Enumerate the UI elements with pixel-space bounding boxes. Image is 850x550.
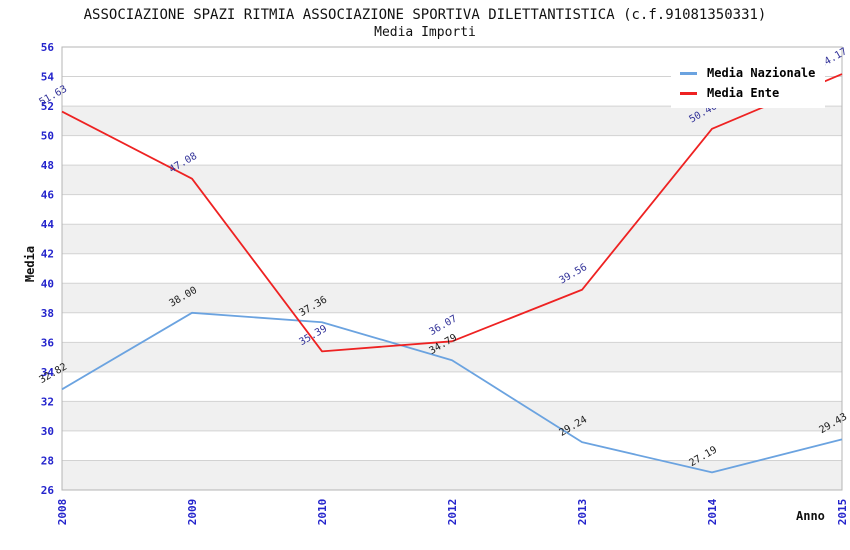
chart-title: ASSOCIAZIONE SPAZI RITMIA ASSOCIAZIONE S… [83,7,767,23]
y-axis-title: Media [23,245,37,283]
plot-band [62,283,842,313]
plot-band [62,401,842,431]
x-tick-label: 2008 [56,499,69,526]
legend-label: Media Ente [707,86,780,100]
x-tick-label: 2010 [316,499,329,526]
y-tick-label: 44 [41,218,55,231]
y-tick-label: 48 [41,159,54,172]
legend-item-0: Media Nazionale [680,63,815,83]
y-tick-label: 34 [41,366,55,379]
y-tick-label: 42 [41,248,54,261]
y-tick-label: 30 [41,425,54,438]
y-tick-label: 50 [41,130,54,143]
x-axis-title: Anno [796,509,825,523]
plot-band [62,224,842,254]
y-tick-label: 54 [41,71,55,84]
y-tick-label: 46 [41,189,55,202]
y-tick-label: 36 [41,336,55,349]
x-tick-label: 2014 [706,498,719,525]
legend-swatch-icon [680,71,697,75]
x-tick-label: 2013 [576,499,589,526]
plot-border [61,46,843,491]
series-line-0 [61,311,843,474]
legend-label: Media Nazionale [707,66,816,80]
x-tick-label: 2015 [836,499,849,526]
series-line-1 [61,73,843,353]
y-tick-label: 28 [41,454,54,467]
y-tick-label: 32 [41,395,54,408]
x-tick-label: 2009 [186,499,199,526]
y-tick-label: 38 [41,307,54,320]
plot-band [62,460,842,490]
legend: Media Nazionale Media Ente [671,58,826,108]
y-tick-label: 56 [41,41,55,54]
legend-item-1: Media Ente [680,83,815,103]
legend-swatch-icon [680,91,697,95]
y-tick-label: 40 [41,277,54,290]
plot-band [62,342,842,372]
y-tick-label: 26 [41,484,55,497]
y-tick-label: 52 [41,100,54,113]
x-tick-label: 2012 [446,499,459,526]
plot-band [62,106,842,136]
chart-subtitle: Media Importi [374,25,476,40]
